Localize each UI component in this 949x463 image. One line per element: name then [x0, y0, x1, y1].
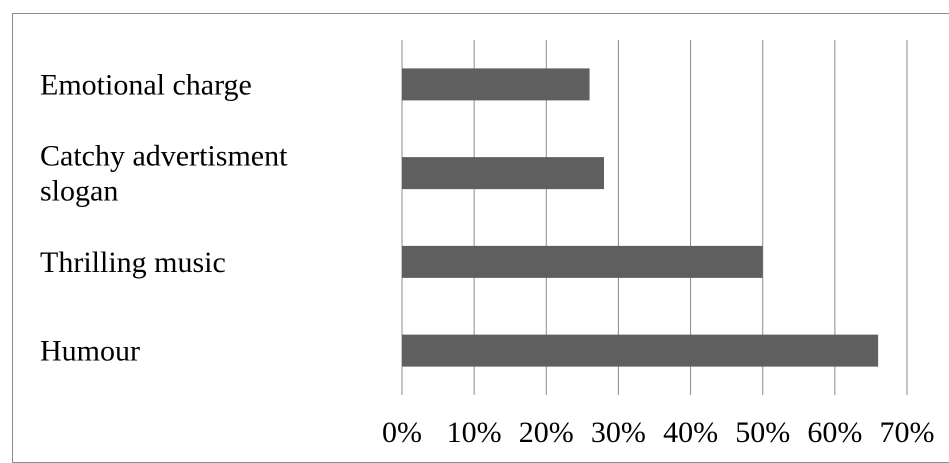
x-tick-label-4: 40% — [663, 416, 718, 449]
category-label-2: Thrilling music — [40, 246, 226, 279]
bar-0 — [402, 68, 590, 101]
x-tick-label-6: 60% — [807, 416, 862, 449]
category-label-3: Humour — [40, 335, 140, 368]
x-tick-label-3: 30% — [591, 416, 646, 449]
x-tick-label-2: 20% — [519, 416, 574, 449]
bar-1 — [402, 157, 604, 190]
bar-2 — [402, 245, 763, 278]
x-tick-label-0: 0% — [382, 416, 422, 449]
category-label-0: Emotional charge — [40, 68, 252, 101]
x-tick-labels: 0% 10% 20% 30% 40% 50% 60% 70% — [382, 416, 935, 449]
category-labels: Emotional charge Catchy advertisment sloga… — [40, 68, 288, 367]
x-tick-label-1: 10% — [447, 416, 502, 449]
x-tick-label-5: 50% — [735, 416, 790, 449]
bar-3 — [402, 334, 879, 367]
category-label-1: Catchy advertisment slogan — [40, 140, 288, 208]
x-tick-label-7: 70% — [880, 416, 935, 449]
bars — [402, 68, 879, 367]
